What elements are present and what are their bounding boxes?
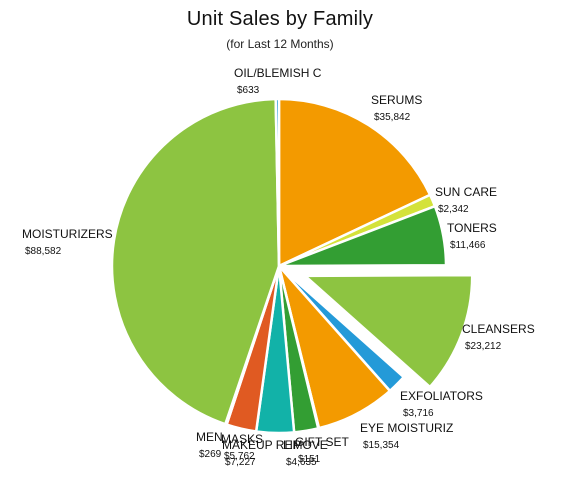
pie-slice-serums[interactable] <box>277 97 432 268</box>
slice-label-makeup-remove: MAKEUP REMOVE <box>222 438 328 452</box>
slice-value-men: $269 <box>199 449 222 460</box>
slice-label-lip: LIP <box>283 438 301 452</box>
slice-label-gift-set: GIFT SET <box>295 435 349 449</box>
slice-label-toners: TONERS <box>447 221 497 235</box>
slice-value-sun-care: $2,342 <box>438 204 469 215</box>
slice-value-cleansers: $23,212 <box>465 341 502 352</box>
slice-label-oil-blemish-c: OIL/BLEMISH C <box>234 66 322 80</box>
slice-label-eye-moisturiz: EYE MOISTURIZ <box>360 421 453 435</box>
slice-value-moisturizers: $88,582 <box>25 246 62 257</box>
slice-value-masks: $5,762 <box>224 451 255 462</box>
pie-slice-moisturizers[interactable] <box>110 97 281 426</box>
pie-slice-oil-blemish-c[interactable] <box>274 97 281 268</box>
slice-value-exfoliators: $3,716 <box>403 408 434 419</box>
slice-label-sun-care: SUN CARE <box>435 185 497 199</box>
slice-label-serums: SERUMS <box>371 93 422 107</box>
slice-label-moisturizers: MOISTURIZERS <box>22 227 113 241</box>
pie-slice-cleansers[interactable] <box>303 273 474 389</box>
slice-value-eye-moisturiz: $15,354 <box>363 440 400 451</box>
slice-value-serums: $35,842 <box>374 112 411 123</box>
slice-value-lip: $4,635 <box>286 457 317 468</box>
slice-label-exfoliators: EXFOLIATORS <box>400 389 483 403</box>
slice-value-makeup-remove: $7,227 <box>225 457 256 468</box>
pie-slice-toners[interactable] <box>277 204 448 268</box>
slice-value-gift-set: $151 <box>298 454 321 465</box>
slice-label-men: MEN <box>196 430 223 444</box>
slice-value-toners: $11,466 <box>450 240 486 251</box>
slice-label-masks: MASKS <box>221 432 263 446</box>
chart-subtitle: (for Last 12 Months) <box>226 37 334 51</box>
slice-label-cleansers: CLEANSERS <box>462 322 535 336</box>
slice-value-oil-blemish-c: $633 <box>237 85 260 96</box>
chart-title: Unit Sales by Family <box>186 8 374 30</box>
